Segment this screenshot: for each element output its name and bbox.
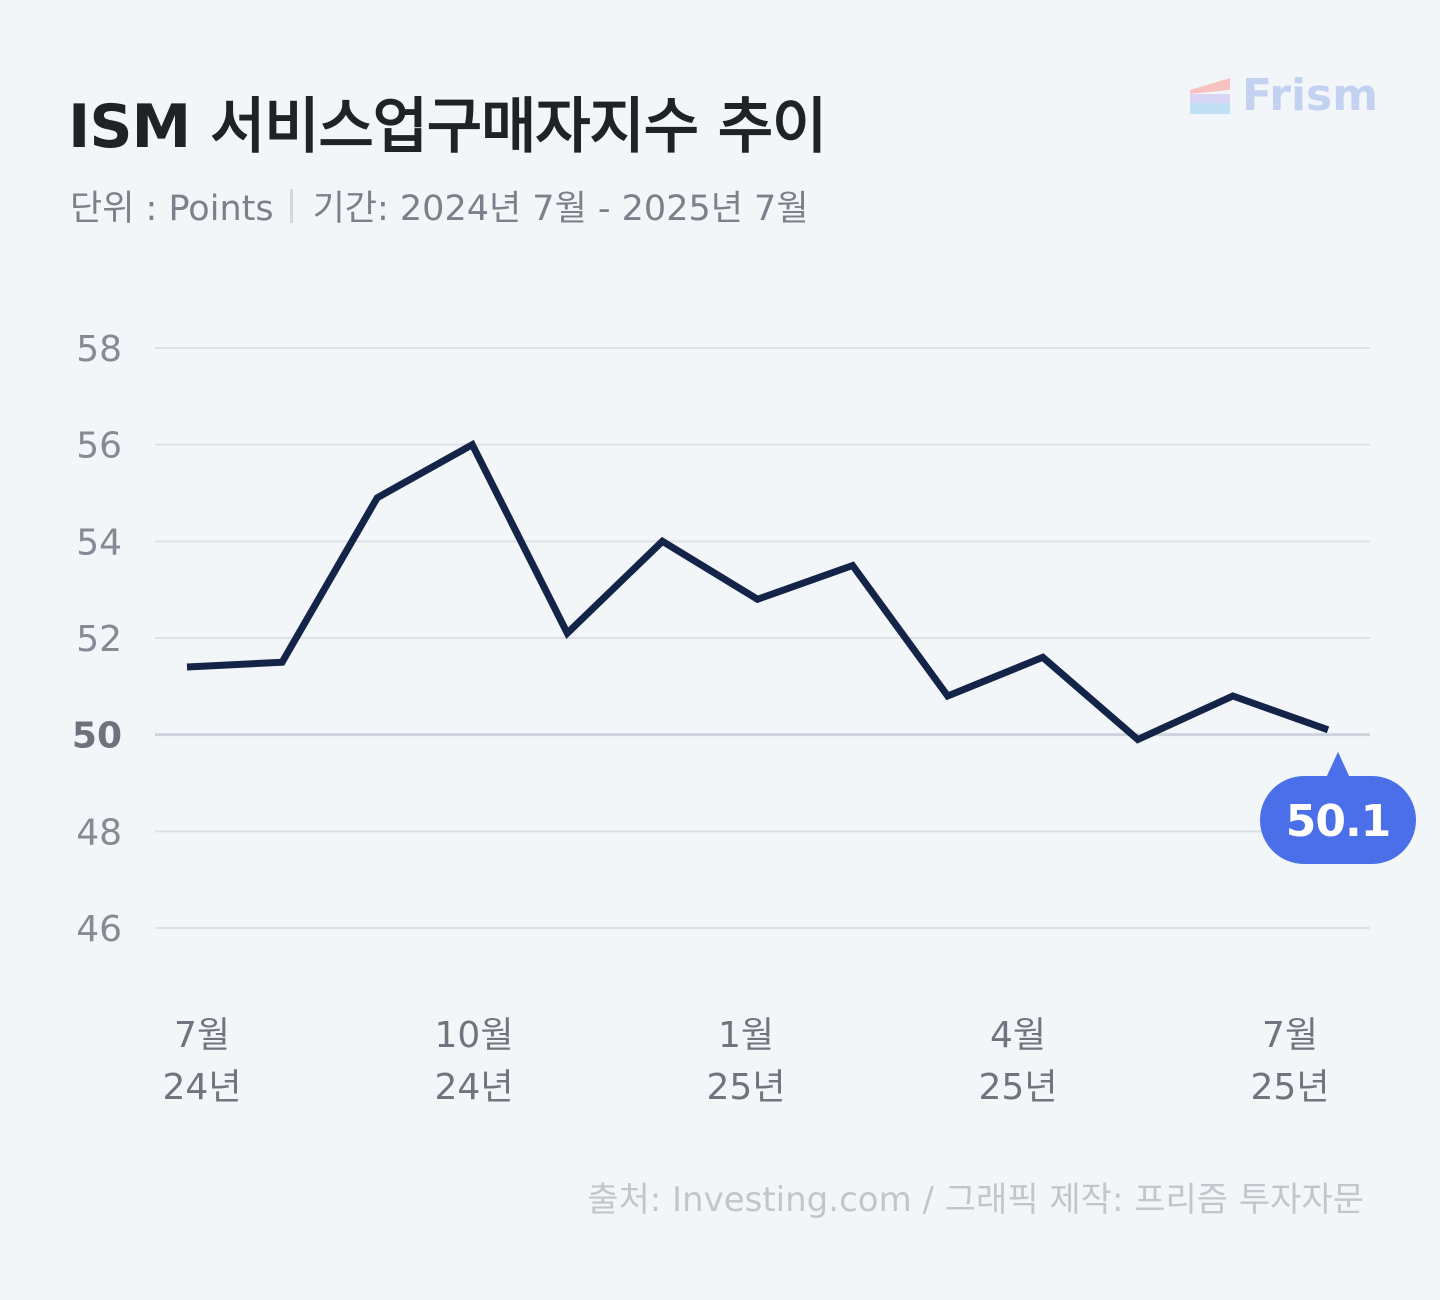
x-tick-label: 1월 [718, 1015, 774, 1056]
chart-title: ISM 서비스업구매자지수 추이 [68, 92, 827, 162]
x-tick-label: 10월 [435, 1015, 514, 1056]
last-value-callout: 50.1 [1260, 751, 1416, 864]
grid-layer [155, 347, 1370, 929]
x-tick-label: 4월 [990, 1015, 1046, 1056]
y-tick-label: 54 [76, 522, 122, 563]
y-axis: 58 56 54 52 50 48 46 [72, 329, 122, 950]
callout-layer: 50.1 [1260, 751, 1416, 864]
chart-subtitle: 단위 : Points 기간: 2024년 7월 - 2025년 7월 [70, 180, 809, 231]
y-tick-label: 50 [72, 716, 122, 757]
frism-logo-icon [1190, 77, 1230, 114]
y-tick-label: 56 [76, 426, 122, 467]
y-tick-label: 48 [76, 812, 122, 853]
callout-bubble [1260, 776, 1416, 864]
x-tick-label: 25년 [979, 1067, 1058, 1108]
x-tick-label: 25년 [1251, 1067, 1330, 1108]
source-note: 출처: Investing.com / 그래픽 제작: 프리즘 투자자문 [587, 1180, 1364, 1220]
series-layer [186, 439, 1330, 744]
x-tick-label: 24년 [435, 1067, 514, 1108]
period-label: 기간: 2024년 7월 - 2025년 7월 [312, 189, 809, 229]
callout-value: 50.1 [1286, 796, 1391, 847]
x-tick-label: 7월 [1262, 1015, 1318, 1056]
x-tick-label: 24년 [163, 1067, 242, 1108]
x-tick-label: 25년 [707, 1067, 786, 1108]
series-line [186, 439, 1330, 744]
y-tick-label: 46 [76, 909, 122, 950]
subtitle-divider [289, 188, 293, 223]
y-tick-label: 52 [76, 619, 122, 660]
callout-pointer [1326, 751, 1350, 778]
y-tick-label: 58 [76, 329, 122, 370]
brand-name: Frism [1242, 70, 1379, 121]
x-axis: 7월 24년 10월 24년 1월 25년 4월 25년 7월 25년 [163, 1015, 1330, 1108]
brand-logo: Frism [1190, 70, 1378, 121]
unit-label: 단위 : Points [70, 189, 274, 229]
x-tick-label: 7월 [174, 1015, 230, 1056]
